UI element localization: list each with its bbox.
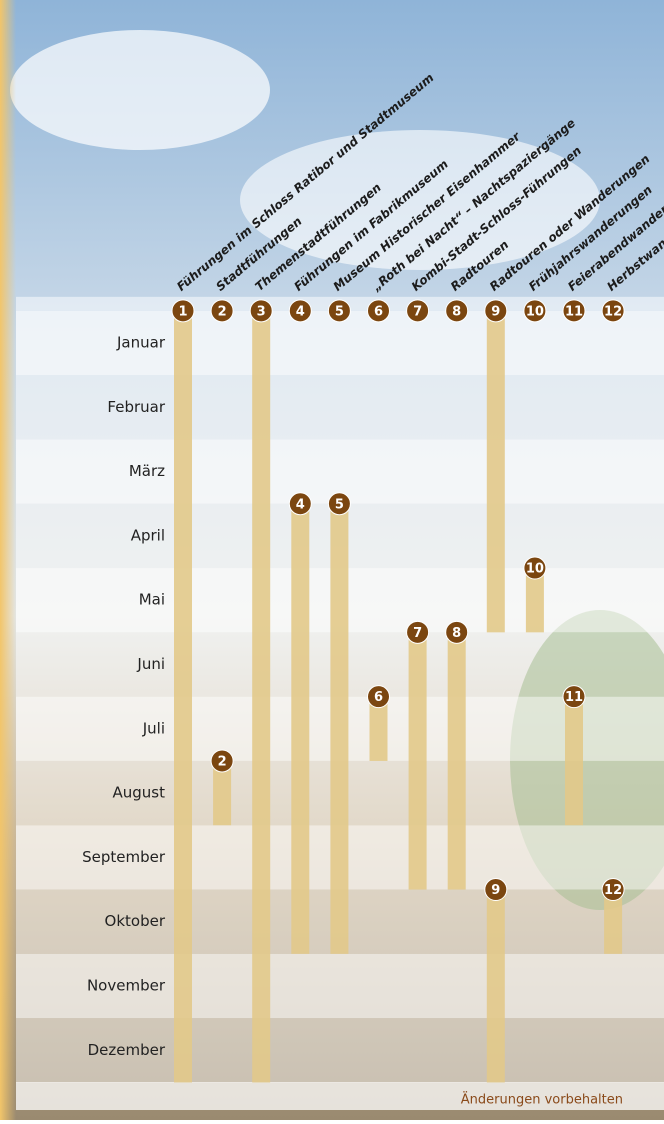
badge-number: 6 bbox=[374, 690, 383, 705]
month-label: August bbox=[113, 784, 166, 802]
month-label: Februar bbox=[107, 398, 165, 416]
badge-number: 11 bbox=[565, 304, 583, 319]
badge-number: 4 bbox=[296, 497, 305, 512]
period-bar bbox=[252, 311, 270, 1083]
badge-number: 5 bbox=[335, 497, 344, 512]
badge-number: 7 bbox=[413, 626, 422, 641]
badge-number: 4 bbox=[296, 304, 305, 319]
calendar: Januar Februar März April Mai Juni Juli August S… bbox=[0, 0, 664, 1120]
badge-number: 9 bbox=[491, 883, 500, 898]
month-label: Juni bbox=[136, 655, 165, 673]
badge-number: 8 bbox=[452, 626, 461, 641]
badge-number: 11 bbox=[565, 690, 583, 705]
month-label: April bbox=[131, 526, 165, 544]
month-label: November bbox=[87, 977, 166, 995]
badge-number: 2 bbox=[218, 754, 227, 769]
period-bar bbox=[565, 697, 583, 826]
edge bbox=[0, 0, 16, 1120]
period-bar bbox=[174, 311, 192, 1083]
badge-number: 12 bbox=[604, 883, 622, 898]
badge-number: 12 bbox=[604, 304, 622, 319]
badge-number: 10 bbox=[526, 304, 544, 319]
badge-number: 3 bbox=[257, 304, 266, 319]
month-label: Mai bbox=[139, 591, 165, 609]
month-label: Januar bbox=[116, 334, 166, 352]
badge-number: 2 bbox=[218, 304, 227, 319]
month-label: Juli bbox=[142, 719, 165, 737]
period-bar bbox=[291, 504, 309, 954]
badge-number: 8 bbox=[452, 304, 461, 319]
cloud bbox=[10, 30, 270, 150]
period-bar bbox=[330, 504, 348, 954]
badge-number: 9 bbox=[491, 304, 500, 319]
footer: Änderungen vorbehalten bbox=[461, 1092, 623, 1108]
badge-number: 10 bbox=[526, 562, 544, 577]
period-bar bbox=[487, 890, 505, 1083]
badge-number: 5 bbox=[335, 304, 344, 319]
badge-number: 6 bbox=[374, 304, 383, 319]
month-label: September bbox=[82, 848, 166, 866]
month-label: Dezember bbox=[88, 1041, 166, 1059]
period-bar bbox=[487, 311, 505, 632]
period-bar bbox=[409, 632, 427, 889]
badge-number: 1 bbox=[178, 304, 187, 319]
month-label: März bbox=[129, 462, 165, 480]
period-bar bbox=[448, 632, 466, 889]
badge-number: 7 bbox=[413, 304, 422, 319]
month-label: Oktober bbox=[105, 912, 166, 930]
